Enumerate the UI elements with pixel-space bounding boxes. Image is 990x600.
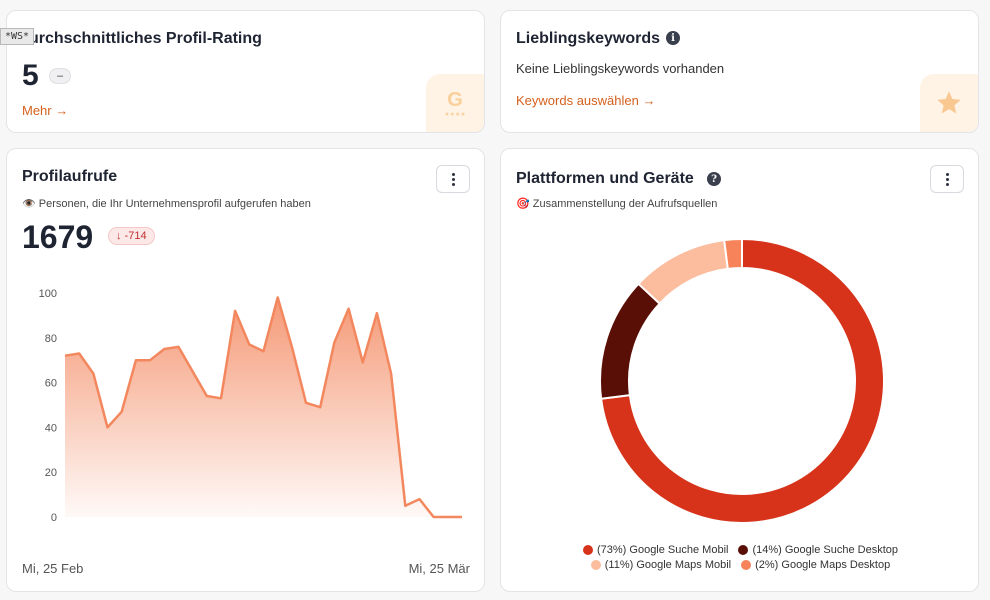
views-title: Profilaufrufe — [22, 168, 118, 185]
views-card: Profilaufrufe 👁️ Personen, die Ihr Unter… — [6, 148, 485, 592]
legend-label: (2%) Google Maps Desktop — [755, 559, 891, 571]
info-icon[interactable]: i — [666, 31, 680, 45]
legend-dot — [583, 545, 593, 555]
platforms-donut-chart — [599, 237, 885, 524]
dot-icon — [945, 172, 949, 176]
select-keywords-link[interactable]: Keywords auswählen → — [516, 93, 656, 108]
platforms-card: Plattformen und Geräte ? 🎯 Zusammenstell… — [500, 148, 979, 592]
keywords-card: Lieblingskeywords i Keine Lieblingskeywo… — [500, 10, 979, 133]
keywords-title: Lieblingskeywords — [516, 30, 661, 47]
views-delta-badge: ↓ -714 — [108, 227, 155, 245]
platforms-subtitle: 🎯 Zusammenstellung der Aufrufsquellen — [516, 198, 718, 210]
date-start-label: Mi, 25 Feb — [22, 561, 84, 576]
dot-icon — [451, 172, 455, 176]
views-menu-button[interactable] — [436, 165, 470, 193]
views-line — [64, 296, 462, 519]
y-tick-label: 40 — [45, 422, 57, 434]
y-tick-label: 100 — [39, 288, 57, 300]
dot-icon — [945, 182, 949, 186]
legend-label: (14%) Google Suche Desktop — [752, 544, 898, 556]
dot-icon — [945, 177, 949, 181]
y-tick-label: 0 — [51, 512, 57, 524]
rating-value: 5 — [22, 59, 39, 92]
y-tick-label: 80 — [45, 333, 57, 345]
platforms-menu-button[interactable] — [930, 165, 964, 193]
svg-text:G: G — [447, 89, 463, 111]
legend-dot — [741, 560, 752, 570]
views-value: 1679 — [22, 219, 94, 255]
legend-item[interactable]: (14%) Google Suche Desktop — [738, 544, 898, 556]
legend-dot — [738, 545, 749, 555]
legend-item[interactable]: (2%) Google Maps Desktop — [741, 559, 890, 571]
views-chart: 100 80 60 40 20 0 — [39, 288, 462, 524]
legend-label: (11%) Google Maps Mobil — [604, 559, 732, 571]
donut-slice-1[interactable] — [599, 282, 662, 400]
donut-slice-0[interactable] — [600, 237, 885, 524]
y-tick-label: 60 — [45, 378, 57, 390]
google-rating-icon: G ★★★★ — [426, 74, 484, 132]
rating-card: urchschnittliches Profil-Rating 5 – Mehr… — [6, 10, 485, 133]
dot-icon — [451, 182, 455, 186]
star-icon — [920, 74, 978, 132]
svg-text:★★★★: ★★★★ — [444, 111, 466, 118]
date-end-label: Mi, 25 Mär — [408, 561, 470, 576]
views-subtitle: 👁️ Personen, die Ihr Unternehmensprofil … — [22, 198, 311, 210]
help-icon[interactable]: ? — [707, 172, 721, 186]
legend-dot — [590, 560, 601, 570]
legend-item[interactable]: (11%) Google Maps Mobil — [590, 559, 732, 571]
legend-item[interactable]: (73%) Google Suche Mobil — [583, 544, 728, 556]
y-tick-label: 20 — [45, 467, 57, 479]
rating-title: urchschnittliches Profil-Rating — [29, 30, 262, 47]
more-link[interactable]: Mehr → — [22, 103, 69, 118]
donut-slice-3[interactable] — [723, 237, 743, 271]
rating-delta-badge: – — [49, 68, 72, 84]
donut-slice-2[interactable] — [637, 239, 729, 306]
platforms-title: Plattformen und Geräte — [516, 170, 694, 187]
keywords-empty-text: Keine Lieblingskeywords vorhanden — [516, 61, 725, 76]
ws-tag: *WS* — [0, 28, 35, 45]
dot-icon — [451, 177, 455, 181]
platforms-legend: (73%) Google Suche Mobil (14%) Google Suc… — [501, 544, 978, 574]
views-area — [65, 297, 462, 517]
legend-label: (73%) Google Suche Mobil — [597, 544, 729, 556]
